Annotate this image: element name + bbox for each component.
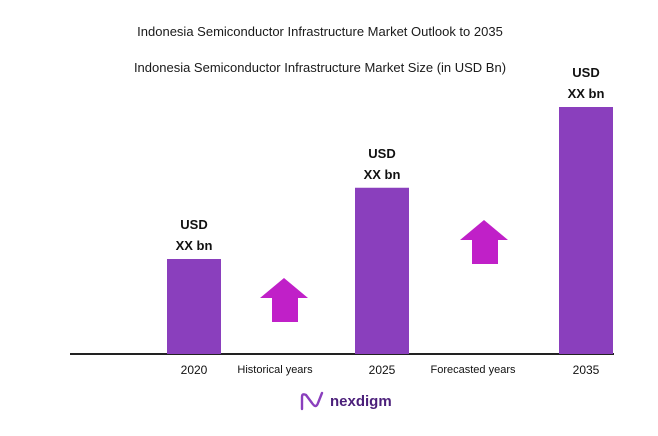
bar-2020 (167, 259, 221, 354)
data-label-2025-line-1: USD (368, 146, 395, 161)
data-label-2020-line-2: XX bn (176, 238, 213, 253)
chart-title: Indonesia Semiconductor Infrastructure M… (137, 24, 503, 39)
data-label-2025-line-2: XX bn (364, 167, 401, 182)
x-tick-2025: 2025 (369, 363, 396, 377)
bar-2025 (355, 187, 409, 354)
bar-2035 (559, 107, 613, 354)
x-tick-2020: 2020 (181, 363, 208, 377)
brand-name: nexdigm (330, 392, 392, 410)
period-label-historical: Historical years (237, 364, 313, 376)
x-tick-2035: 2035 (573, 363, 600, 377)
up-arrow-icon (460, 220, 508, 264)
chart-subtitle: Indonesia Semiconductor Infrastructure M… (133, 60, 507, 75)
nexdigm-logo-icon (300, 391, 324, 411)
up-arrow-icon (260, 278, 308, 322)
brand-logo: nexdigm (300, 391, 392, 411)
data-label-2035-line-1: USD (572, 65, 599, 80)
period-label-forecasted: Forecasted years (431, 364, 516, 376)
data-label-2035-line-2: XX bn (568, 86, 605, 101)
data-label-2020-line-1: USD (180, 217, 207, 232)
